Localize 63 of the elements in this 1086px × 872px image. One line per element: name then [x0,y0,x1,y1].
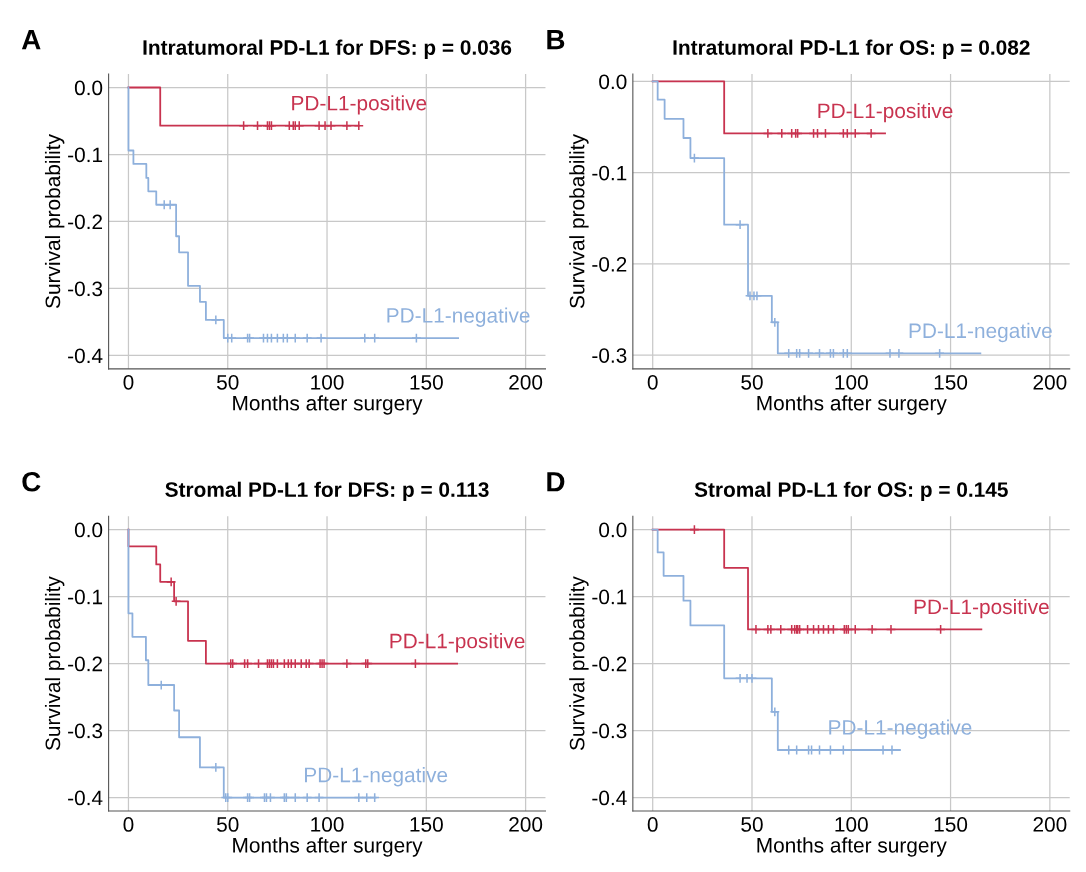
y-tick-label: -0.1 [592,165,627,181]
x-tick-label: 100 [835,374,868,390]
y-axis-title: Survival probability [569,576,589,751]
y-tick-label: -0.1 [592,589,627,605]
x-tick-label: 0 [647,817,658,832]
series-label: PD-L1-positive [292,95,427,115]
x-tick-label: 150 [410,817,443,832]
y-tick-label: -0.2 [68,214,102,230]
x-tick-label: 50 [216,817,239,832]
series-label: PD-L1-negative [909,322,1052,343]
y-tick-label: 0.0 [74,80,103,96]
y-tick-label: -0.3 [592,723,627,739]
series-label: PD-L1-positive [390,633,525,653]
x-tick-label: 100 [311,817,344,832]
y-tick-label: -0.2 [592,656,627,672]
x-tick-label: 150 [934,817,968,832]
series-label: PD-L1-negative [305,767,448,787]
y-axis-title: Survival probability [44,134,65,308]
x-axis-title: Months after surgery [233,395,423,415]
x-tick-label: 50 [741,817,763,832]
chart-title: Intratumoral PD-L1 for OS: p = 0.082 [673,39,1030,59]
y-tick-label: 0.0 [74,522,103,538]
text: C [22,471,41,492]
text: D [547,472,565,492]
x-tick-label: 0 [123,817,134,832]
chart-title: Stromal PD-L1 for OS: p = 0.145 [694,481,1008,502]
y-tick-label: -0.1 [68,147,103,163]
y-tick-label: -0.3 [592,348,627,363]
series-label: PD-L1-negative [387,307,530,327]
x-tick-label: 150 [410,374,443,390]
x-tick-label: 0 [647,374,658,390]
series-label: PD-L1-positive [818,102,953,123]
x-tick-label: 200 [509,374,543,390]
series-label: PD-L1-positive [914,598,1049,619]
x-tick-label: 150 [934,374,968,390]
x-tick-label: 50 [216,374,239,390]
chart-title: Intratumoral PD-L1 for DFS: p = 0.036 [143,39,512,59]
x-axis-title: Months after surgery [757,395,947,415]
y-tick-label: -0.4 [592,790,627,806]
x-tick-label: 200 [509,817,543,832]
x-axis-title: Months after surgery [757,837,947,857]
series-label: PD-L1-negative [829,719,972,739]
text: B [547,30,565,50]
x-tick-label: 50 [741,374,763,390]
chart-title: Stromal PD-L1 for DFS: p = 0.113 [165,481,489,502]
y-tick-label: -0.2 [592,256,627,272]
y-axis-title: Survival probability [44,576,65,751]
x-axis-title: Months after surgery [233,837,423,857]
y-tick-label: 0.0 [599,522,627,538]
y-tick-label: 0.0 [599,74,627,90]
x-tick-label: 100 [311,374,344,390]
text: A [21,30,41,50]
y-tick-label: -0.3 [68,281,103,297]
x-tick-label: 200 [1033,817,1067,832]
y-tick-label: -0.1 [68,589,103,605]
y-axis-title: Survival probability [569,134,589,308]
y-tick-label: -0.2 [68,656,102,672]
y-tick-label: -0.3 [68,723,103,739]
x-tick-label: 100 [835,817,868,832]
x-tick-label: 0 [123,374,134,390]
y-tick-label: -0.4 [68,790,103,806]
y-tick-label: -0.4 [68,348,103,364]
x-tick-label: 200 [1033,374,1067,390]
